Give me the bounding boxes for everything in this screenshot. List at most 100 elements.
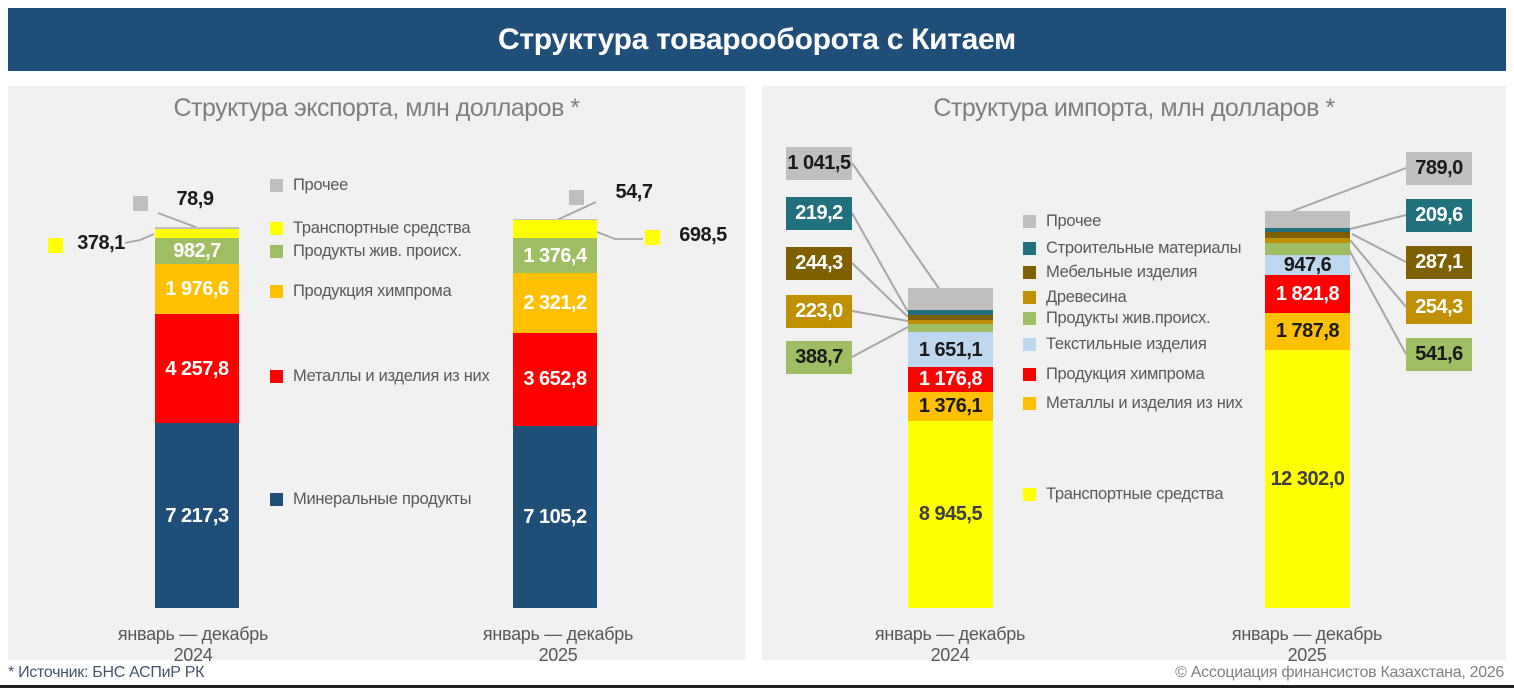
import-chart-title: Структура импорта, млн долларов * [933, 94, 1335, 122]
legend-label: Строительные материалы [1046, 239, 1242, 257]
bar-segment: 1 976,6 [155, 263, 239, 315]
vehicles-legend-swatch [1023, 487, 1036, 501]
import-legend-metals: Металлы и изделия из них [1023, 394, 1243, 412]
bar-segment [908, 288, 993, 310]
legend-label: Мебельные изделия [1046, 263, 1198, 281]
bar-segment [908, 319, 993, 325]
other-2025-value: 54,7 [615, 181, 653, 203]
callout-value: 541,6 [1415, 343, 1463, 365]
segment-value-label: 1 376,1 [918, 395, 983, 418]
metals-legend-swatch [1023, 396, 1036, 410]
import-chart-panel: Структура импорта, млн долларов * 8 945,… [762, 86, 1506, 665]
import-xlabel-2024: январь — декабрь 2024 [874, 624, 1026, 665]
other-2025-callout: 789,0 [1406, 152, 1472, 185]
callout-value: 223,0 [795, 300, 843, 322]
segment-value-label: 947,6 [1283, 253, 1332, 276]
stacked-bar-2025: 7 105,2 3 652,8 2 321,2 1 376,4 [513, 218, 597, 608]
callout-value: 388,7 [795, 346, 843, 368]
import-legend-other: Прочее [1023, 213, 1101, 230]
animal-2024-callout: 388,7 [786, 341, 852, 374]
bar-segment [908, 324, 993, 333]
vehicles-2025-value: 698,5 [679, 224, 727, 246]
callout-value: 219,2 [795, 202, 843, 224]
bar-segment: 982,7 [155, 238, 239, 264]
export-legend-metals: Металлы и изделия из них [270, 368, 490, 385]
export-legend-vehicles: Транспортные средства [270, 220, 471, 237]
legend-label: Древесина [1046, 288, 1127, 306]
bar-segment [1265, 227, 1350, 232]
other-2025-swatch [569, 190, 584, 205]
export-chart-panel: Структура экспорта, млн долларов * 7 217… [8, 86, 745, 665]
legend-label: Металлы и изделия из них [1046, 394, 1243, 412]
bar-segment: 1 821,8 [1265, 274, 1350, 313]
vehicles-2024-value: 378,1 [77, 232, 125, 254]
other-2024-swatch [133, 196, 148, 211]
import-legend-animal-products: Продукты жив.происх. [1023, 310, 1211, 327]
bar-segment [1265, 237, 1350, 244]
bar-segment: 1 376,1 [908, 391, 993, 421]
page-title: Структура товарооборота с Китаем [498, 22, 1016, 56]
wood-2024-callout: 223,0 [786, 295, 852, 328]
segment-value-label: 7 105,2 [523, 506, 587, 528]
bar-segment [1265, 231, 1350, 238]
vehicles-2024-swatch [48, 238, 63, 253]
bar-segment: 1 651,1 [908, 332, 993, 368]
vehicles-legend-swatch [270, 221, 283, 235]
segment-value-label: 1 787,8 [1275, 320, 1340, 343]
other-legend-swatch [1023, 214, 1036, 228]
furniture-legend-swatch [1023, 265, 1036, 279]
import-legend-furniture: Мебельные изделия [1023, 264, 1197, 281]
callout-value: 789,0 [1415, 157, 1463, 179]
materials-2024-callout: 219,2 [786, 197, 852, 230]
chemicals-legend-swatch [1023, 367, 1036, 381]
bar-segment [1265, 211, 1350, 228]
legend-label: Прочее [1046, 212, 1101, 230]
stacked-bar-2024: 8 945,5 1 376,1 1 176,8 1 651,1 [908, 288, 993, 608]
legend-label: Продукция химпрома [293, 282, 452, 300]
segment-value-label: 3 652,8 [523, 368, 587, 391]
callout-value: 1 041,5 [787, 152, 851, 174]
export-chart-title: Структура экспорта, млн долларов * [173, 94, 580, 122]
bar-segment: 1 176,8 [908, 367, 993, 392]
segment-value-label: 1 176,8 [918, 368, 983, 391]
wood-legend-swatch [1023, 290, 1036, 304]
bar-segment: 3 652,8 [513, 332, 597, 426]
export-legend-minerals: Минеральные продукты [270, 491, 471, 508]
animal-2025-callout: 541,6 [1406, 338, 1472, 371]
export-legend-other: Прочее [270, 177, 348, 194]
segment-value-label: 1 376,4 [523, 244, 587, 267]
bar-segment: 7 217,3 [155, 423, 239, 608]
animal-products-legend-swatch [270, 244, 283, 258]
legend-label: Минеральные продукты [293, 490, 472, 508]
bar-segment: 1 787,8 [1265, 312, 1350, 351]
materials-2025-callout: 209,6 [1406, 199, 1472, 232]
export-xlabel-2025: январь — декабрь 2025 [482, 624, 634, 665]
bar-segment [155, 226, 239, 229]
import-legend-wood: Древесина [1023, 288, 1127, 306]
header-bar: Структура товарооборота с Китаем [8, 8, 1506, 71]
chemicals-legend-swatch [270, 284, 283, 298]
bar-segment: 12 302,0 [1265, 350, 1350, 608]
segment-value-label: 1 651,1 [918, 338, 983, 361]
segment-value-label: 982,7 [173, 240, 221, 263]
legend-label: Продукты жив. происх. [293, 242, 462, 260]
bar-segment [908, 314, 993, 320]
export-legend-chemicals: Продукция химпрома [270, 282, 452, 300]
furniture-2025-callout: 287,1 [1406, 246, 1472, 279]
import-xlabel-2025: январь — декабрь 2025 [1231, 624, 1383, 665]
stacked-bar-2025: 12 302,0 1 787,8 1 821,8 947,6 [1265, 211, 1350, 608]
bar-segment [1265, 243, 1350, 255]
segment-value-label: 1 976,6 [165, 277, 229, 300]
import-legend-textile: Текстильные изделия [1023, 336, 1207, 353]
segment-value-label: 1 821,8 [1275, 282, 1340, 305]
metals-legend-swatch [270, 369, 283, 383]
bar-segment [513, 218, 597, 221]
segment-value-label: 8 945,5 [918, 503, 983, 526]
textile-legend-swatch [1023, 337, 1036, 351]
import-legend-vehicles: Транспортные средства [1023, 485, 1224, 503]
legend-label: Транспортные средства [1046, 485, 1224, 503]
bar-segment: 947,6 [1265, 255, 1350, 275]
minerals-legend-swatch [270, 492, 283, 506]
copyright-note: © Ассоциация финансистов Казахстана, 202… [1175, 664, 1504, 681]
